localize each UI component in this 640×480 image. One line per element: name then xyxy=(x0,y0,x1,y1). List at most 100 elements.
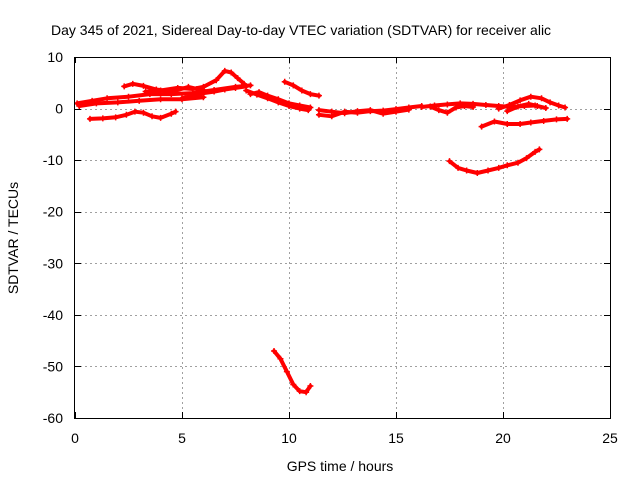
data-point xyxy=(290,82,297,89)
data-point xyxy=(303,389,310,396)
data-point xyxy=(527,119,534,126)
data-point xyxy=(200,90,207,97)
data-point xyxy=(213,77,220,84)
series-arc-6 xyxy=(179,83,250,102)
data-point xyxy=(140,109,147,116)
series-arc-10 xyxy=(271,347,314,396)
x-tick-label: 20 xyxy=(495,430,511,446)
data-point xyxy=(485,167,492,174)
data-point xyxy=(228,69,235,76)
data-point xyxy=(129,80,136,87)
data-point xyxy=(221,86,228,93)
data-point xyxy=(286,100,292,107)
data-point xyxy=(506,101,513,108)
data-point xyxy=(232,84,239,91)
axis-ticks xyxy=(75,57,611,419)
data-point xyxy=(247,91,254,98)
data-point xyxy=(532,148,539,155)
data-point xyxy=(547,99,554,106)
data-point xyxy=(179,95,185,102)
data-point xyxy=(172,108,179,115)
series-arc-12 xyxy=(315,106,412,117)
series-arc-3 xyxy=(86,108,179,122)
data-point xyxy=(527,93,534,100)
x-axis-tick-labels: 0 5 10 15 20 25 xyxy=(71,430,618,446)
data-point xyxy=(341,110,348,117)
data-point xyxy=(168,110,175,117)
y-axis-label: SDTVAR / TECUs xyxy=(5,182,21,294)
series-trace xyxy=(447,147,542,175)
series-arc-8 xyxy=(247,89,314,111)
data-point xyxy=(444,109,451,116)
data-point xyxy=(514,103,521,110)
data-point xyxy=(536,146,543,153)
data-point xyxy=(275,96,282,103)
data-point xyxy=(427,103,434,110)
series-arc-14 xyxy=(427,102,477,116)
data-point xyxy=(564,115,571,122)
data-point xyxy=(221,67,228,74)
data-point xyxy=(491,118,498,125)
data-point xyxy=(315,107,322,114)
x-tick-label: 15 xyxy=(388,430,404,446)
data-point xyxy=(478,123,485,130)
data-point xyxy=(142,88,149,95)
data-point xyxy=(125,93,132,100)
data-point xyxy=(149,113,156,120)
data-point xyxy=(112,114,119,121)
data-point xyxy=(495,164,502,171)
data-point xyxy=(200,83,207,90)
data-point xyxy=(393,108,399,115)
y-tick-label: -20 xyxy=(43,204,63,220)
x-tick-label: 10 xyxy=(281,430,297,446)
y-tick-label: -60 xyxy=(43,410,63,426)
data-point xyxy=(296,388,303,395)
series-arc-5 xyxy=(142,67,248,95)
data-point xyxy=(140,82,147,89)
series-trace xyxy=(88,109,178,121)
data-point xyxy=(474,170,481,177)
data-point xyxy=(271,347,278,354)
data-point xyxy=(517,97,524,104)
series-arc-16 xyxy=(504,100,549,115)
data-point xyxy=(121,83,128,90)
data-point xyxy=(504,121,511,128)
data-point xyxy=(553,116,560,123)
data-point xyxy=(555,102,562,109)
y-tick-label: 0 xyxy=(55,101,63,117)
x-axis-label: GPS time / hours xyxy=(287,458,394,474)
data-point xyxy=(247,82,254,89)
data-point xyxy=(174,84,181,91)
data-point xyxy=(157,87,164,94)
data-point xyxy=(104,95,111,102)
data-point xyxy=(99,115,106,122)
series-arc-18 xyxy=(446,146,543,177)
series-arc-15 xyxy=(495,93,569,112)
data-point xyxy=(470,104,477,111)
data-point xyxy=(307,104,314,111)
series-arc-17 xyxy=(478,115,571,130)
y-tick-label: 10 xyxy=(47,49,63,65)
data-point xyxy=(131,108,138,115)
data-point xyxy=(562,104,569,111)
data-point xyxy=(211,88,218,95)
data-point xyxy=(444,101,451,108)
data-point xyxy=(405,106,412,113)
data-point xyxy=(256,89,263,96)
data-point xyxy=(93,100,100,107)
data-point xyxy=(283,368,290,375)
data-point xyxy=(461,102,468,109)
data-point xyxy=(307,91,314,98)
data-points xyxy=(74,67,571,396)
data-point xyxy=(380,110,387,117)
chart-title: Day 345 of 2021, Sidereal Day-to-day VTE… xyxy=(51,22,551,38)
data-point xyxy=(277,355,284,362)
plot-frame xyxy=(74,57,611,419)
data-point xyxy=(290,381,297,388)
data-point xyxy=(315,92,322,99)
series-arc-9 xyxy=(281,78,322,99)
y-tick-label: -40 xyxy=(43,307,63,323)
data-point xyxy=(504,108,511,115)
data-point xyxy=(234,75,241,82)
